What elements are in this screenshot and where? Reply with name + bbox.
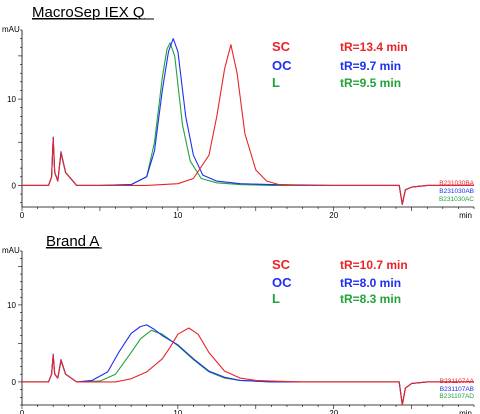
- legend-code-sc: SC: [272, 39, 291, 54]
- x-tick-label-20: 20: [329, 211, 338, 220]
- x-tick-label-0: 0: [20, 211, 25, 220]
- series-line-oc: [22, 38, 474, 205]
- x-axis-label: min: [459, 211, 472, 220]
- legend-retention-oc: tR=9.7 min: [340, 59, 401, 73]
- x-tick-label-20: 20: [329, 409, 338, 414]
- y-tick-label-10: 10: [7, 301, 16, 310]
- series-line-oc: [22, 324, 474, 406]
- y-axis-label: mAU: [2, 246, 20, 255]
- series-line-sc: [22, 44, 474, 205]
- chart-title: Brand A: [46, 233, 99, 250]
- sample-id: B231030BA: [439, 180, 474, 187]
- legend-retention-sc: tR=10.7 min: [340, 258, 408, 272]
- x-tick-label-0: 0: [20, 409, 25, 414]
- legend-retention-l: tR=9.5 min: [340, 76, 401, 90]
- sample-id: B231107AB: [440, 386, 474, 393]
- legend-retention-sc: tR=13.4 min: [340, 40, 408, 54]
- series-line-l: [22, 42, 474, 205]
- y-axis-label: mAU: [2, 25, 20, 34]
- sample-id: B231030AC: [439, 196, 474, 203]
- y-tick-label-0: 0: [12, 378, 17, 387]
- series-line-l: [22, 329, 474, 406]
- y-tick-label-10: 10: [7, 95, 16, 104]
- sample-id: B231107AD: [439, 393, 474, 400]
- legend-code-l: L: [272, 291, 280, 306]
- x-tick-label-10: 10: [173, 211, 182, 220]
- legend-code-sc: SC: [272, 257, 291, 272]
- legend-code-oc: OC: [272, 275, 292, 290]
- chart-title: MacroSep IEX Q: [32, 4, 145, 21]
- x-tick-label-10: 10: [173, 409, 182, 414]
- y-tick-label-0: 0: [12, 181, 17, 190]
- chart-panel-1: MacroSep IEX Q mAU min 0 10 20 0 10 SC tR=13.4 mi…: [2, 4, 475, 220]
- sample-id: B231107AA: [440, 378, 475, 385]
- legend-retention-l: tR=8.3 min: [340, 292, 401, 306]
- legend-code-l: L: [272, 75, 280, 90]
- legend-retention-oc: tR=8.0 min: [340, 276, 401, 290]
- chart-panel-2: Brand A mAU min 0 10 20 0 10 SC tR=10.7 min OC tR=8…: [2, 233, 475, 414]
- x-axis-label: min: [459, 409, 472, 414]
- legend-code-oc: OC: [272, 58, 292, 73]
- sample-id: B231030AB: [439, 188, 474, 195]
- series-line-sc: [22, 327, 474, 406]
